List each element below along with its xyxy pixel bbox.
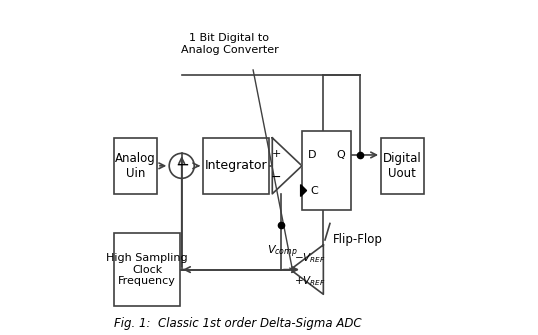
FancyBboxPatch shape [302, 131, 351, 210]
Text: $+V_{REF}$: $+V_{REF}$ [294, 274, 325, 288]
Text: 1 Bit Digital to
Analog Converter: 1 Bit Digital to Analog Converter [181, 33, 278, 55]
Text: +: + [272, 149, 281, 159]
FancyBboxPatch shape [381, 138, 424, 194]
Text: Integrator: Integrator [205, 159, 267, 172]
FancyBboxPatch shape [114, 138, 157, 194]
Text: $V_{comp}$: $V_{comp}$ [267, 243, 298, 260]
Text: −: − [175, 155, 189, 174]
Text: High Sampling
Clock
Frequency: High Sampling Clock Frequency [107, 253, 188, 286]
Polygon shape [301, 185, 307, 196]
Text: Fig. 1:  Classic 1st order Delta-Sigma ADC: Fig. 1: Classic 1st order Delta-Sigma AD… [114, 318, 362, 330]
Text: D: D [308, 150, 316, 160]
Text: Digital
Uout: Digital Uout [383, 152, 422, 180]
Text: $-V_{REF}$: $-V_{REF}$ [294, 252, 325, 265]
Text: Flip-Flop: Flip-Flop [333, 233, 383, 247]
Polygon shape [272, 138, 302, 194]
Text: −: − [271, 171, 281, 184]
FancyBboxPatch shape [203, 138, 269, 194]
Text: Q: Q [337, 150, 345, 160]
Text: C: C [310, 186, 318, 196]
Polygon shape [291, 245, 323, 294]
FancyBboxPatch shape [114, 233, 180, 306]
Text: Analog
Uin: Analog Uin [115, 152, 156, 180]
